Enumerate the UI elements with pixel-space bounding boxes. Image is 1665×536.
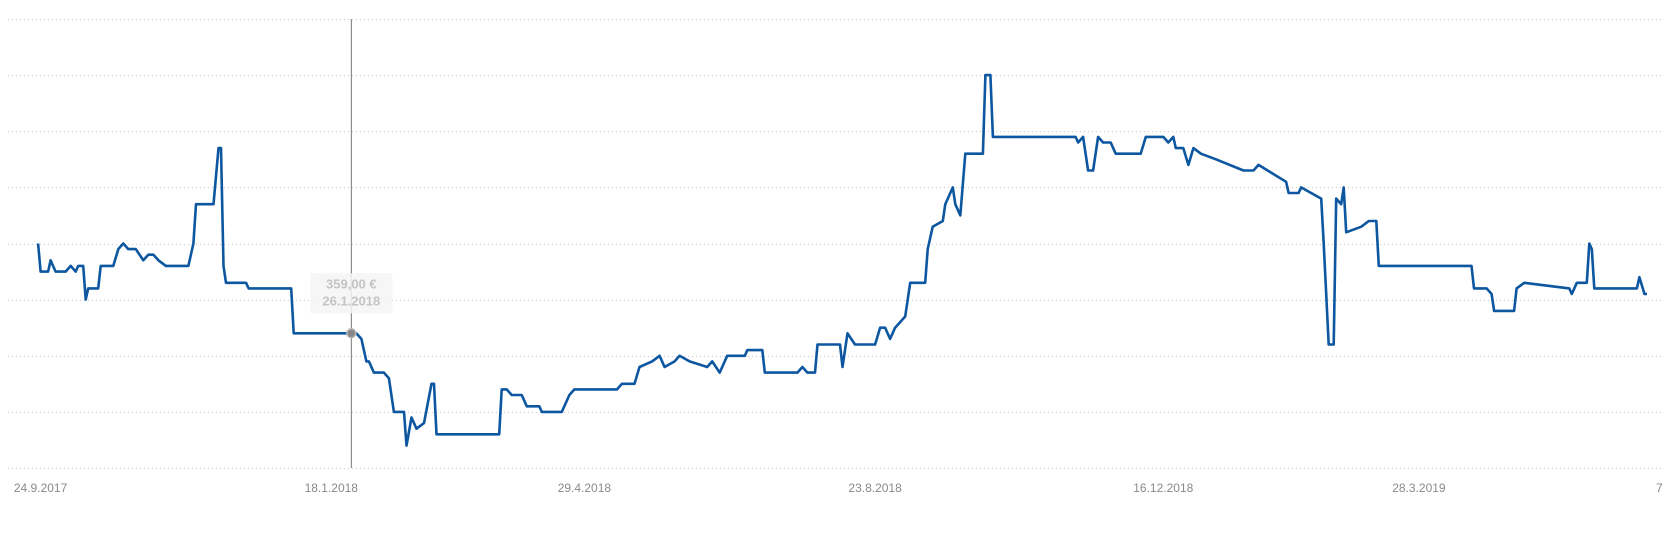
price-line [36,73,1647,447]
x-tick-label: 16.12.2018 [1133,481,1193,495]
tooltip-date: 26.1.2018 [322,294,380,309]
x-tick-label: 23.8.2018 [848,481,902,495]
x-tick-label: 7 [1656,481,1663,495]
x-tick-label: 29.4.2018 [558,481,612,495]
hover-point [346,328,357,339]
tooltip-box [310,273,393,314]
tooltip-value: 359,00 € [326,277,377,292]
x-tick-label: 24.9.2017 [14,481,68,495]
x-tick-label: 18.1.2018 [305,481,359,495]
x-tick-label: 28.3.2019 [1392,481,1446,495]
